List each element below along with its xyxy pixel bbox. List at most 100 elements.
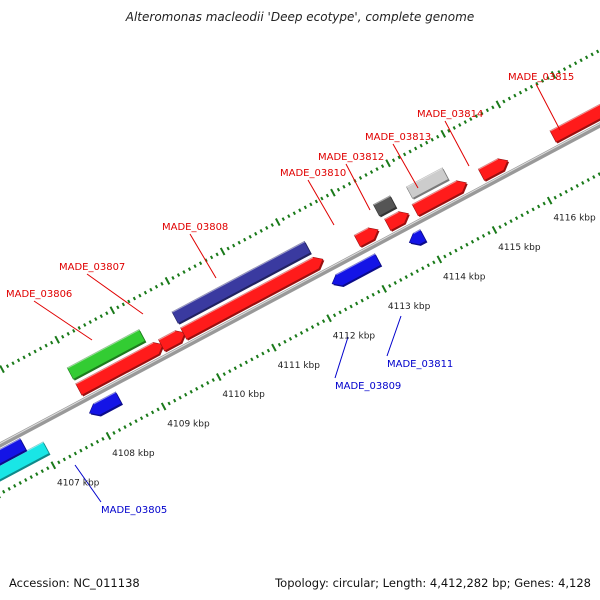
lower-tick bbox=[459, 245, 464, 250]
lower-tick bbox=[255, 354, 260, 359]
upper-tick bbox=[61, 334, 65, 339]
upper-tick bbox=[99, 314, 103, 319]
gene-label-MADE_03808: MADE_03808 bbox=[162, 222, 228, 233]
lower-tick bbox=[117, 428, 122, 432]
leader-MADE_03814 bbox=[444, 120, 470, 167]
upper-tick bbox=[127, 299, 131, 304]
lower-tick bbox=[62, 457, 66, 462]
lower-tick bbox=[222, 372, 226, 376]
lower-tick bbox=[294, 333, 298, 338]
lower-tick bbox=[481, 233, 486, 238]
upper-tick bbox=[546, 76, 550, 80]
upper-tick bbox=[408, 149, 412, 154]
lower-tick bbox=[2, 489, 6, 494]
lower-tick bbox=[156, 407, 160, 412]
upper-tick bbox=[336, 187, 341, 192]
lower-tick bbox=[24, 478, 28, 482]
tick-label: 4107 kbp bbox=[57, 478, 100, 488]
gene-MADE_03809-highlight bbox=[335, 252, 376, 276]
tick-label: 4115 kbp bbox=[498, 243, 541, 253]
upper-tick bbox=[72, 328, 76, 333]
feature-dark_gray-highlight bbox=[372, 194, 391, 206]
upper-tick bbox=[182, 270, 186, 274]
lower-tick bbox=[206, 381, 210, 385]
lower-tick-track bbox=[0, 172, 600, 499]
gene-label-MADE_03805: MADE_03805 bbox=[101, 505, 167, 516]
upper-tick bbox=[436, 134, 440, 139]
upper-tick bbox=[550, 70, 557, 79]
lower-tick bbox=[366, 295, 370, 300]
gene-MADE_03807-highlight bbox=[157, 329, 176, 341]
upper-tick-track bbox=[0, 49, 600, 374]
leader-MADE_03809 bbox=[334, 336, 349, 379]
lower-tick bbox=[332, 313, 337, 318]
lower-tick bbox=[546, 196, 553, 205]
upper-tick bbox=[469, 117, 473, 121]
upper-tick bbox=[94, 317, 98, 321]
lower-tick bbox=[90, 442, 94, 447]
gene-MADE_03810-highlight bbox=[353, 226, 369, 237]
upper-tick bbox=[50, 340, 54, 345]
lower-tick bbox=[360, 298, 364, 303]
lower-tick bbox=[575, 183, 579, 188]
lower-tick bbox=[570, 186, 574, 191]
label-leader-lines bbox=[33, 83, 561, 503]
tick-label: 4113 kbp bbox=[388, 302, 431, 312]
lower-tick bbox=[18, 481, 22, 485]
gene-label-MADE_03810: MADE_03810 bbox=[280, 168, 346, 179]
lower-tick bbox=[381, 284, 387, 293]
feature-light_gray-highlight bbox=[405, 166, 443, 188]
lower-tick bbox=[487, 231, 491, 235]
upper-tick bbox=[259, 228, 263, 233]
lower-tick bbox=[13, 484, 17, 488]
upper-tick bbox=[573, 61, 578, 66]
lower-tick bbox=[7, 486, 11, 491]
upper-tick bbox=[171, 276, 175, 280]
lower-tick bbox=[150, 410, 155, 415]
upper-tick bbox=[458, 123, 462, 127]
lower-tick bbox=[410, 272, 414, 276]
upper-tick bbox=[149, 287, 153, 292]
lower-tick bbox=[448, 251, 453, 256]
upper-tick bbox=[557, 70, 561, 74]
upper-tick bbox=[0, 365, 5, 374]
lower-tick bbox=[321, 319, 326, 324]
upper-tick bbox=[109, 306, 116, 315]
upper-tick bbox=[121, 302, 125, 307]
gene-MADE_03812-highlight bbox=[384, 210, 399, 220]
upper-tick bbox=[298, 208, 302, 213]
upper-tick bbox=[402, 152, 407, 157]
lower-tick bbox=[559, 192, 563, 197]
upper-tick bbox=[193, 264, 197, 269]
lower-tick bbox=[228, 369, 232, 374]
lower-tick bbox=[244, 360, 248, 365]
genome-title: Alteromonas macleodii 'Deep ecotype', co… bbox=[125, 10, 475, 24]
lower-tick bbox=[509, 219, 513, 224]
upper-tick bbox=[77, 326, 81, 330]
upper-tick bbox=[232, 243, 236, 248]
upper-tick bbox=[562, 67, 567, 71]
upper-tick bbox=[243, 237, 247, 242]
upper-tick bbox=[596, 49, 600, 54]
gene-MADE_03814-highlight bbox=[477, 157, 499, 170]
gene-MADE_03815-highlight bbox=[549, 102, 600, 132]
gene-label-MADE_03814: MADE_03814 bbox=[417, 109, 483, 120]
upper-tick bbox=[219, 247, 226, 256]
lower-tick bbox=[35, 472, 39, 477]
gene-label-MADE_03811: MADE_03811 bbox=[387, 359, 453, 370]
lower-tick bbox=[498, 225, 502, 229]
lower-tick bbox=[421, 266, 425, 271]
lower-tick bbox=[167, 401, 171, 406]
feature-reverse_partial-highlight bbox=[0, 437, 21, 451]
lower-tick bbox=[476, 236, 480, 241]
lower-tick bbox=[454, 248, 458, 253]
lower-tick bbox=[592, 175, 596, 179]
lower-tick bbox=[581, 181, 585, 185]
lower-tick bbox=[145, 413, 149, 418]
lower-tick bbox=[50, 461, 57, 470]
upper-tick bbox=[314, 199, 319, 204]
feature-purple-highlight bbox=[171, 240, 305, 313]
upper-tick bbox=[27, 352, 32, 357]
lower-tick bbox=[338, 310, 342, 315]
leader-MADE_03807 bbox=[86, 273, 144, 315]
